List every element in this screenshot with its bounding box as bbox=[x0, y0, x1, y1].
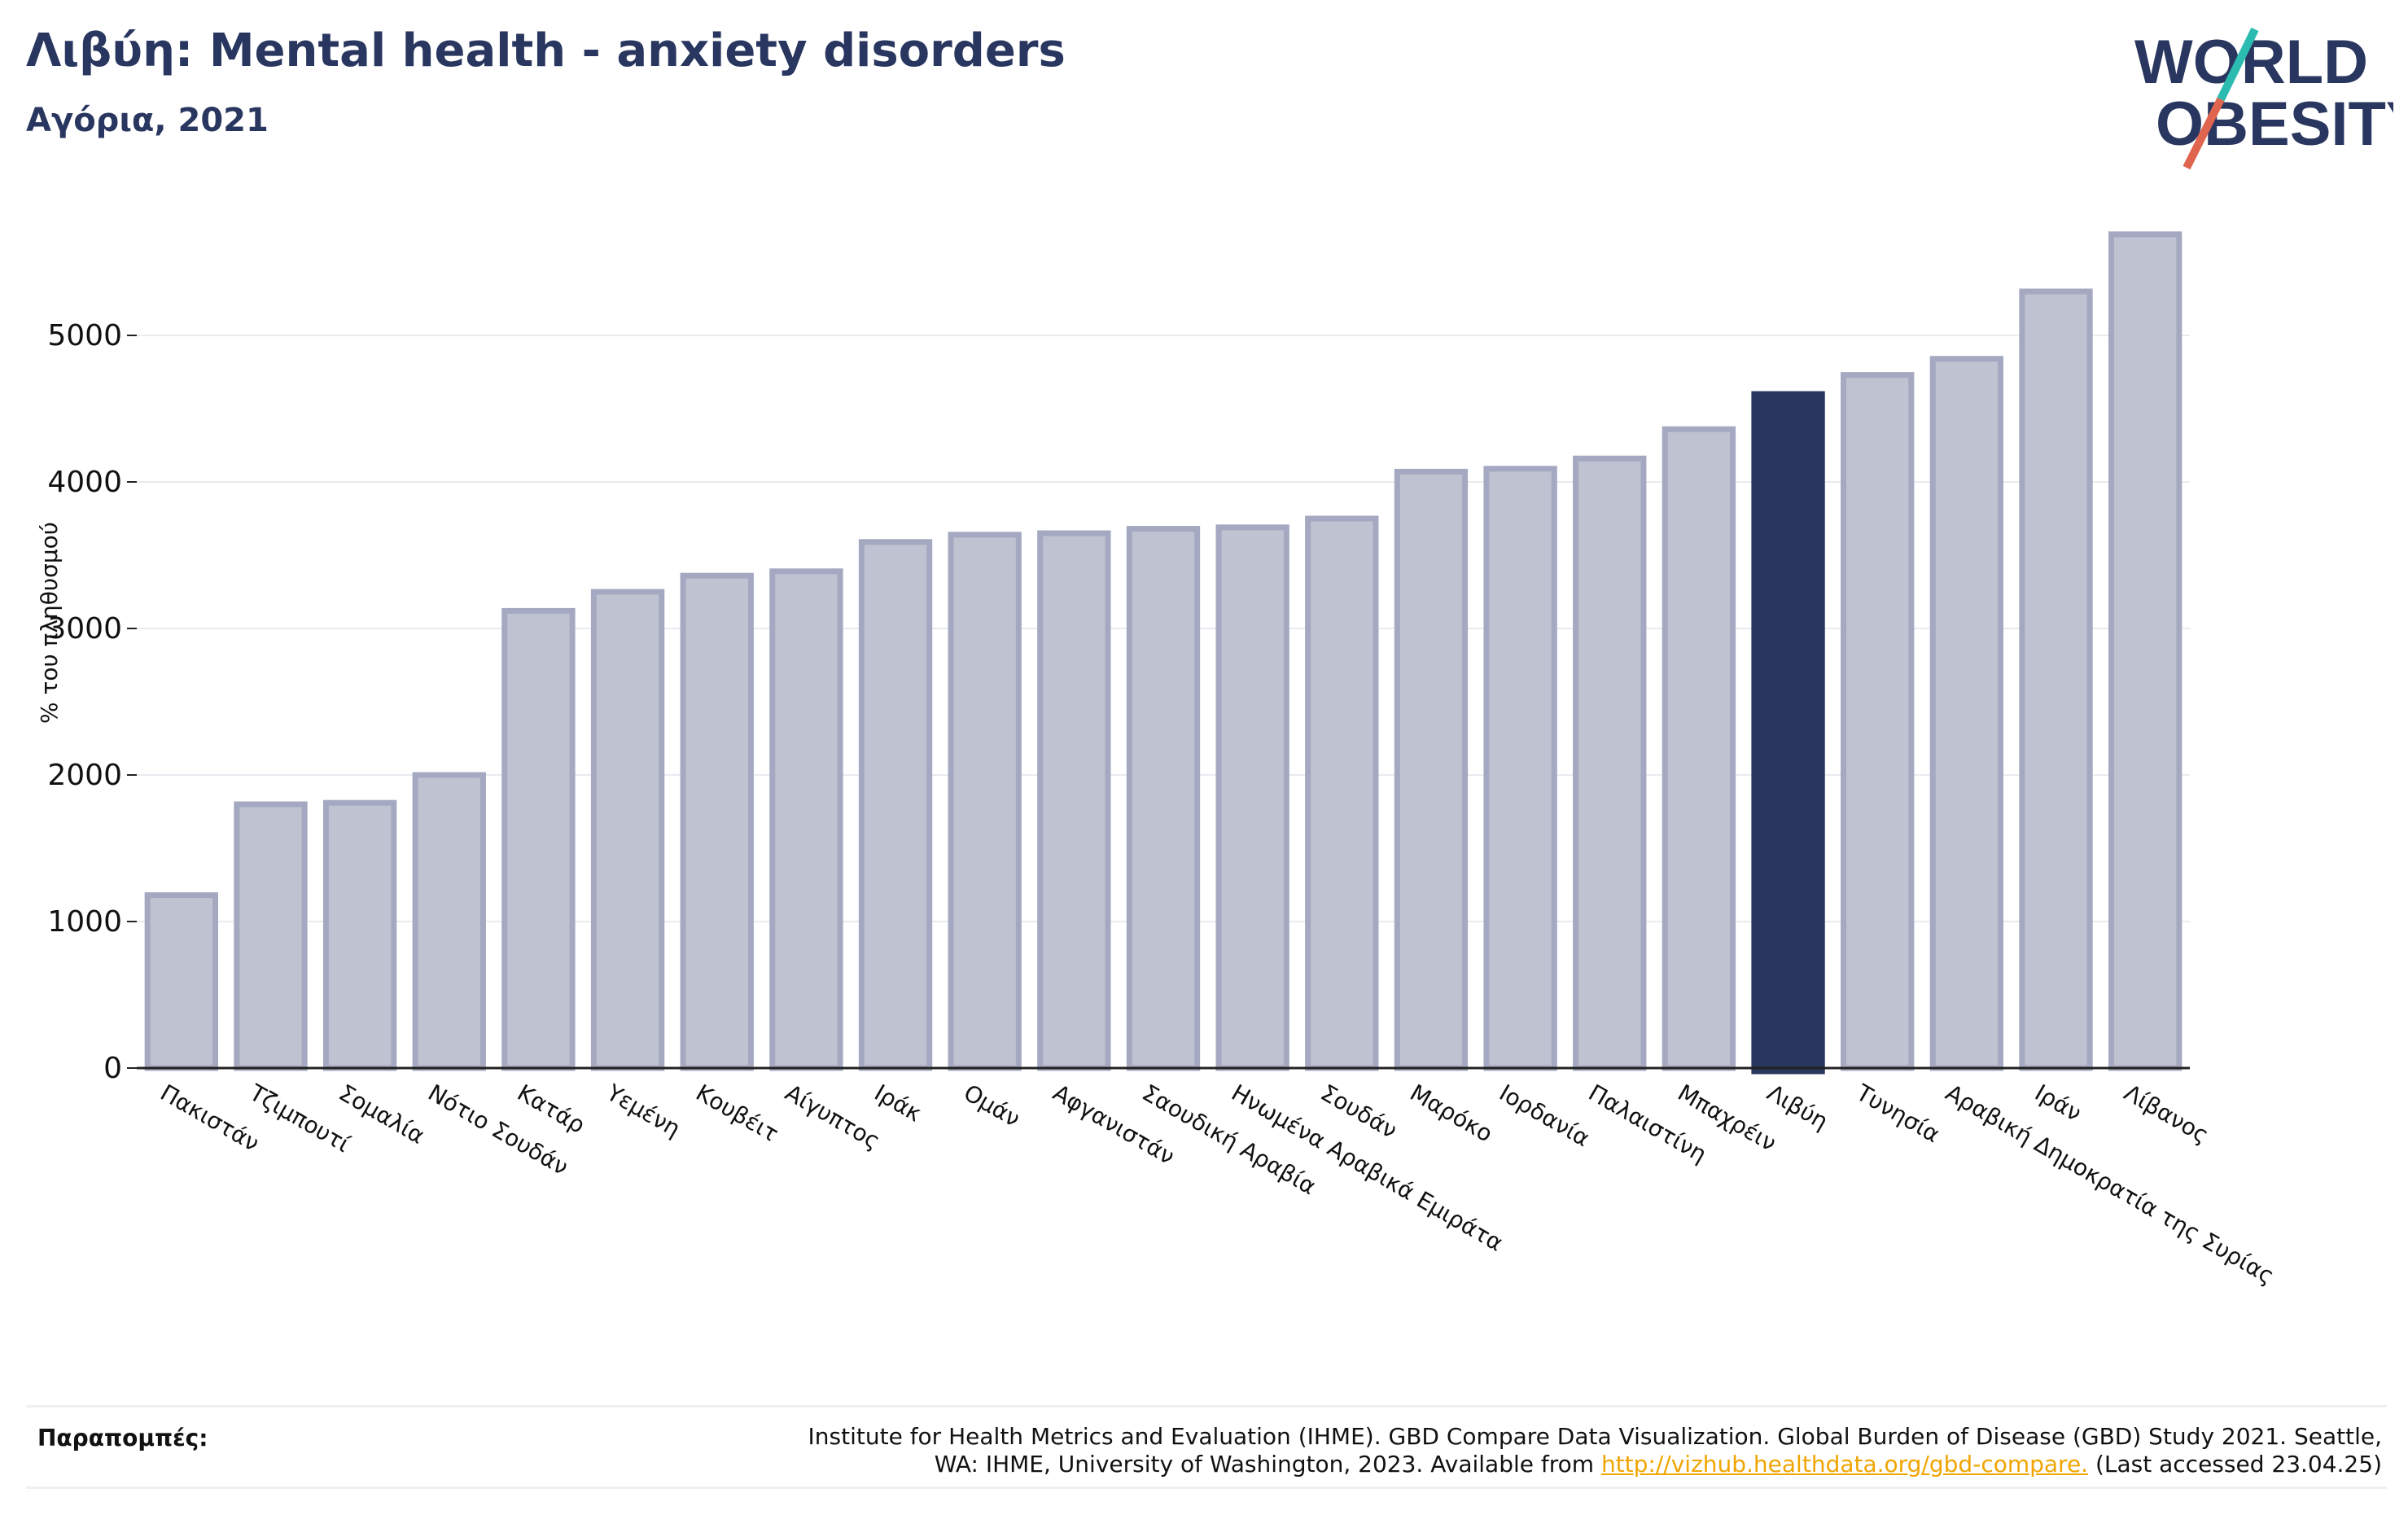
y-axis-label: % του πληθυσμού bbox=[36, 522, 63, 724]
bar-12 bbox=[1126, 526, 1201, 1071]
bar-11 bbox=[1037, 530, 1111, 1071]
x-tick-label: Μαρόκο bbox=[1405, 1079, 1497, 1147]
bar-23 bbox=[2108, 231, 2183, 1071]
x-tick-label: Πακιστάν bbox=[155, 1079, 264, 1157]
y-tick-label: 5000 bbox=[47, 319, 122, 352]
bar-2 bbox=[234, 801, 308, 1071]
axes bbox=[127, 335, 2190, 1070]
bar-15 bbox=[1394, 468, 1469, 1071]
bar-16 bbox=[1483, 466, 1557, 1071]
bar-3 bbox=[322, 799, 397, 1071]
references-link[interactable]: http://vizhub.healthdata.org/gbd-compare… bbox=[1600, 1451, 2089, 1478]
bar-7 bbox=[680, 572, 754, 1071]
bar-9 bbox=[858, 539, 933, 1071]
bar-14 bbox=[1305, 515, 1379, 1071]
bar-13 bbox=[1215, 524, 1289, 1071]
bar-17 bbox=[1573, 455, 1647, 1071]
logo-slash-bottom bbox=[2183, 97, 2225, 170]
references-divider-bottom bbox=[26, 1486, 2387, 1489]
references-label: Παραπομπές: bbox=[37, 1425, 208, 1451]
x-tick-label: Αραβική Δημοκρατία της Συρίας bbox=[1941, 1079, 2279, 1289]
bar-4 bbox=[412, 772, 486, 1071]
bar-20 bbox=[1841, 372, 1915, 1071]
x-tick-label: Αίγυπτος bbox=[781, 1079, 885, 1154]
x-tick-label: Τυνησία bbox=[1851, 1079, 1945, 1148]
x-tick-label: Ιράκ bbox=[870, 1079, 926, 1127]
bar-8 bbox=[769, 568, 843, 1071]
bar-22 bbox=[2019, 288, 2093, 1071]
y-tick-label: 3000 bbox=[47, 612, 122, 646]
references-text: Institute for Health Metrics and Evaluat… bbox=[591, 1423, 2382, 1478]
bar-18 bbox=[1662, 426, 1736, 1071]
logo-slash-top bbox=[2217, 27, 2259, 102]
x-tick-label: Υεμένη bbox=[602, 1079, 685, 1142]
bar-10 bbox=[948, 532, 1022, 1071]
bar-6 bbox=[590, 589, 665, 1071]
bar-chart: 0 1000 2000 3000 4000 5000 ΠακιστάνΤζιμπουτίΣ… bbox=[36, 231, 2279, 1289]
x-tick-label: Λίβανος bbox=[2120, 1079, 2213, 1149]
y-tick-label: 2000 bbox=[47, 759, 122, 792]
x-tick-label: Ιορδανία bbox=[1495, 1079, 1594, 1152]
x-tick-label: Τζιμπουτί bbox=[244, 1079, 355, 1158]
references-line-2-prefix: WA: IHME, University of Washington, 2023… bbox=[934, 1451, 1601, 1478]
bar-5 bbox=[501, 607, 576, 1071]
references-line-1: Institute for Health Metrics and Evaluat… bbox=[808, 1423, 2382, 1450]
bar-21 bbox=[1929, 356, 2004, 1071]
chart-title: Λιβύη: Mental health - anxiety disorders bbox=[26, 24, 1066, 77]
x-tick-label: Ιράν bbox=[2030, 1079, 2086, 1127]
references-divider-top bbox=[26, 1405, 2387, 1408]
y-tick-label: 4000 bbox=[47, 466, 122, 499]
bar-1 bbox=[144, 892, 218, 1071]
y-tick-labels: 0 1000 2000 3000 4000 5000 bbox=[47, 319, 122, 1085]
references-line-2-suffix: (Last accessed 23.04.25) bbox=[2088, 1451, 2382, 1478]
x-tick-label: Λιβύη bbox=[1762, 1079, 1832, 1135]
bar-19 bbox=[1751, 391, 1825, 1075]
chart-subtitle: Αγόρια, 2021 bbox=[26, 102, 269, 139]
y-tick-label: 0 bbox=[103, 1052, 122, 1085]
x-tick-label: Κουβέιτ bbox=[691, 1079, 783, 1147]
bars bbox=[144, 231, 2183, 1075]
world-obesity-logo: WORLD OBESITY bbox=[2134, 27, 2393, 170]
references-line-2: WA: IHME, University of Washington, 2023… bbox=[591, 1451, 2382, 1478]
y-tick-label: 1000 bbox=[47, 905, 122, 939]
x-tick-label: Ομάν bbox=[959, 1079, 1025, 1132]
